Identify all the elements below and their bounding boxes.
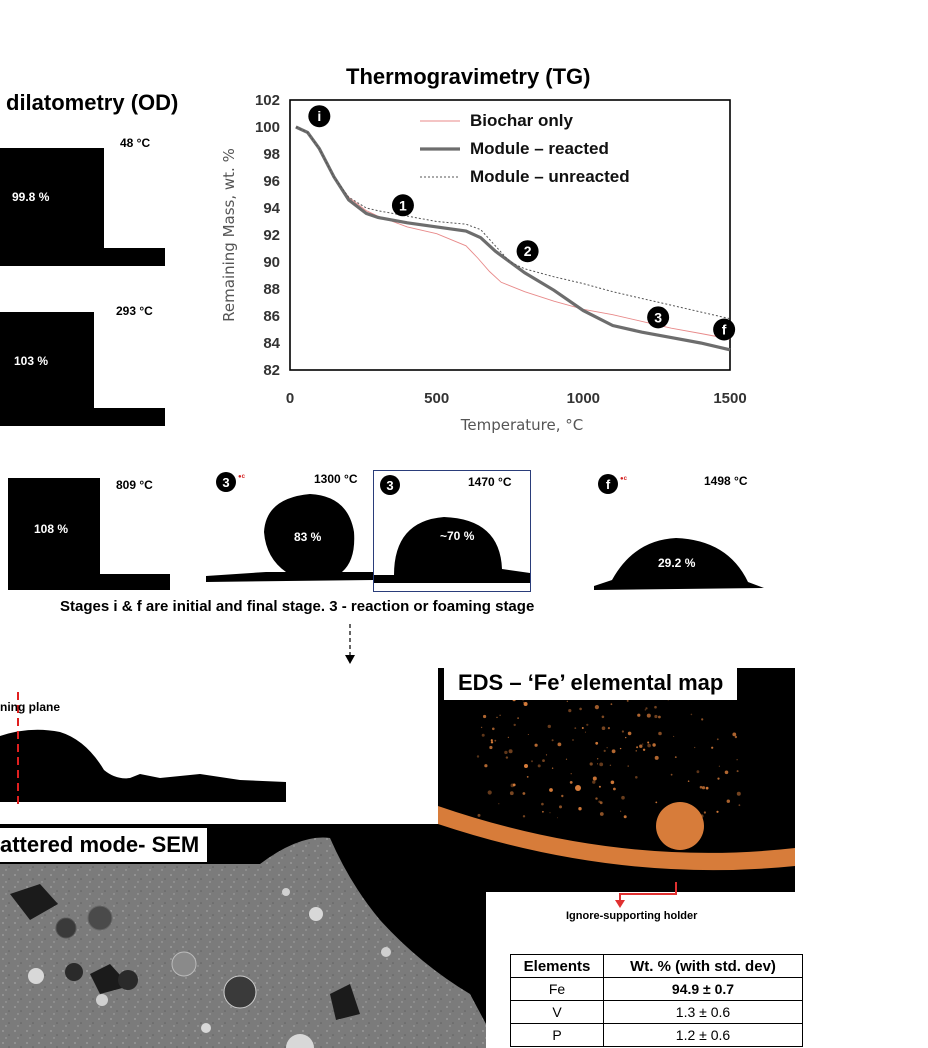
od-frame-3: 809 °C 108 % [0, 470, 170, 592]
stage-badge-label-2: 2 [524, 243, 532, 259]
eds-element: P [510, 1023, 604, 1047]
holder-arrow-icon [615, 882, 677, 908]
legend-label-1: Biochar only [470, 111, 574, 130]
x-tick-label: 1000 [567, 390, 600, 407]
stage-badge-f [713, 318, 736, 341]
y-tick-label: 88 [263, 281, 280, 298]
legend-label-2: Module – reacted [470, 139, 609, 158]
series-line-1 [295, 126, 731, 340]
ignore-holder-label: Ignore-supporting holder [566, 910, 698, 922]
eds-value: 1.3 ± 0.6 [603, 1000, 803, 1024]
sectioning-panel: ning plane [0, 692, 288, 804]
y-tick-label: 100 [255, 119, 280, 136]
legend-label-3: Module – unreacted [470, 167, 630, 186]
hsm-frame-1470-badge: 3 [380, 475, 400, 495]
hsm-frame-1470: 3 1470 °C ~70 % [373, 470, 531, 592]
od-frame-3-temp: 809 °C [116, 478, 153, 492]
stage-badge-i [308, 105, 331, 128]
hsm-frame-1470-pct: ~70 % [440, 529, 475, 543]
od-frame-1: 48 °C 99.8 % [0, 128, 165, 268]
stage-badge-label-3: 3 [654, 309, 662, 325]
od-frame-2-pct: 103 % [14, 354, 49, 368]
x-tick-label: 1500 [713, 390, 746, 407]
hsm-frame-1470-temp: 1470 °C [468, 475, 512, 489]
eds-table-header-wt: Wt. % (with std. dev) [603, 954, 803, 978]
stage-badge-3 [647, 306, 670, 329]
hsm-frame-1498-pct: 29.2 % [658, 556, 696, 570]
sem-title-box: attered mode- SEM [0, 828, 208, 862]
eds-table: Elements Wt. % (with std. dev) Fe 94.9 ±… [510, 954, 803, 1047]
y-tick-label: 90 [263, 254, 280, 271]
eds-element: V [510, 1000, 604, 1024]
y-tick-label: 82 [263, 362, 280, 379]
eds-table-header-elements: Elements [510, 954, 604, 978]
eds-element: Fe [510, 977, 604, 1001]
hsm-frame-1498-temp: 1498 °C [704, 474, 748, 488]
od-frame-1-pct: 99.8 % [12, 190, 50, 204]
od-frame-2: 293 °C 103 % [0, 298, 165, 426]
y-tick-label: 92 [263, 227, 280, 244]
sectioning-label: ning plane [0, 700, 60, 714]
x-tick-label: 500 [424, 390, 449, 407]
tg-chart: 82 84 86 88 90 92 94 96 98 100 102 0 500 1000 1500 Temp… [220, 92, 747, 434]
y-tick-label: 94 [263, 200, 280, 217]
od-frame-3-pct: 108 % [34, 522, 69, 536]
table-row: V 1.3 ± 0.6 [510, 1000, 803, 1024]
table-row: Fe 94.9 ± 0.7 [510, 977, 803, 1001]
eds-title: EDS – ‘Fe’ elemental map [458, 670, 724, 695]
y-tick-label: 84 [263, 335, 280, 352]
hsm-frame-1300-red-mark: ●c [238, 474, 245, 480]
od-title: dilatometry (OD) [6, 90, 179, 115]
stage-badge-2 [516, 240, 539, 263]
hsm-frame-1300-badge: 3 [216, 472, 236, 492]
eds-value: 1.2 ± 0.6 [603, 1023, 803, 1047]
hsm-frame-1300: 3 ●c 1300 °C 83 % [206, 468, 374, 592]
od-frame-2-temp: 293 °C [116, 304, 153, 318]
table-row: P 1.2 ± 0.6 [510, 1023, 803, 1047]
y-tick-label: 86 [263, 308, 280, 325]
hsm-frame-1498: f ●c 1498 °C 29.2 % [594, 470, 774, 592]
od-frame-1-temp: 48 °C [120, 136, 151, 150]
stage-badge-label-1: 1 [399, 197, 407, 213]
hsm-frame-1300-pct: 83 % [294, 530, 322, 544]
x-tick-label: 0 [286, 390, 294, 407]
y-tick-label: 96 [263, 173, 280, 190]
stage-caption: Stages i & f are initial and final stage… [60, 598, 535, 615]
y-tick-label: 98 [263, 146, 280, 163]
down-arrow-icon [345, 624, 355, 664]
series-line-2 [295, 125, 731, 352]
sem-title: attered mode- SEM [0, 832, 200, 857]
eds-title-box: EDS – ‘Fe’ elemental map [444, 668, 738, 700]
plot-frame [289, 99, 731, 371]
series-line-3 [295, 126, 731, 320]
hsm-frame-1300-temp: 1300 °C [314, 472, 358, 486]
eds-map: EDS – ‘Fe’ elemental map [438, 668, 795, 892]
eds-value: 94.9 ± 0.7 [603, 977, 803, 1001]
y-tick-label: 102 [255, 92, 280, 109]
stage-badge-1 [391, 194, 414, 217]
y-axis-label: Remaining Mass, wt. % [220, 148, 238, 322]
stage-badge-label-i: i [317, 108, 321, 124]
sem-image: attered mode- SEM [0, 824, 486, 1048]
hsm-frame-1498-red-mark: ●c [620, 476, 627, 482]
x-axis-label: Temperature, °C [460, 416, 584, 434]
hsm-frame-1498-badge: f [598, 474, 618, 494]
stage-badge-label-f: f [722, 322, 727, 338]
tg-title: Thermogravimetry (TG) [346, 64, 591, 89]
